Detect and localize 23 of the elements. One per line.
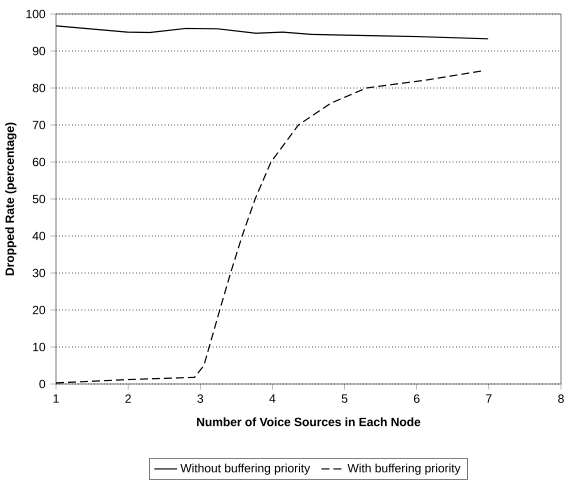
y-tick-label: 10 [33, 342, 46, 352]
x-tick-label: 3 [197, 394, 204, 403]
x-tick-label: 2 [125, 394, 131, 403]
x-tick-label: 5 [342, 394, 348, 403]
y-tick-label: 50 [32, 194, 46, 204]
x-tick-label: 4 [269, 394, 276, 403]
y-tick-label: 20 [32, 306, 46, 314]
y-tick-label: 80 [32, 84, 46, 92]
x-tick-label: 1 [54, 394, 59, 403]
x-axis-title: Number of Voice Sources in Each Node [197, 417, 420, 426]
y-tick-label: 90 [32, 46, 46, 56]
x-tick-label: 8 [558, 394, 564, 403]
y-tick-label: 40 [32, 232, 46, 240]
legend-label: With buffering priority [348, 464, 461, 475]
y-tick-label: 0 [39, 380, 46, 388]
legend-label: Without buffering priority [180, 464, 310, 475]
y-tick-label: 30 [32, 268, 46, 278]
y-axis-title: Dropped Rate (percentage) [5, 122, 16, 276]
y-tick-label: 60 [32, 158, 46, 166]
x-tick-label: 6 [414, 394, 420, 403]
y-tick-label: 70 [32, 120, 46, 130]
y-tick-label: 100 [26, 10, 46, 18]
x-tick-label: 7 [486, 394, 492, 403]
